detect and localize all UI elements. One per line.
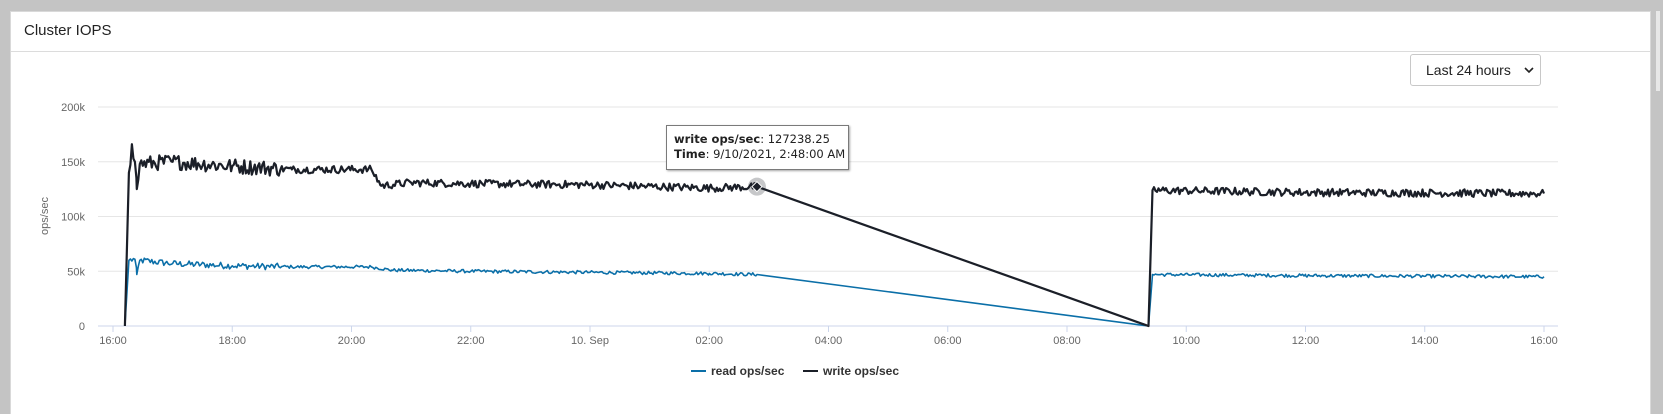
time-range-value: Last 24 hours [1426,62,1511,78]
x-tick-label: 18:00 [218,335,246,347]
tooltip-time-value: 9/10/2021, 2:48:00 AM [713,147,846,161]
legend-item-read[interactable]: read ops/sec [691,364,785,378]
scrollbar-thumb[interactable] [1656,11,1660,91]
x-axis-ticks: 16:00 18:00 20:00 22:00 10. Sep 02:00 04:00 06:… [99,326,1558,347]
tooltip-series-label: write ops/sec [674,132,761,146]
hover-point[interactable] [751,180,763,193]
x-tick-label: 10:00 [1172,335,1200,347]
hover-marker [747,177,766,196]
y-tick-label: 0 [79,321,85,333]
chart-legend: read ops/sec write ops/sec [691,364,899,378]
series-line-write [123,143,1546,328]
x-tick-label: 04:00 [815,335,843,347]
y-axis-ticks: 0 50k 100k 150k 200k [61,102,85,333]
x-tick-label: 06:00 [934,335,962,347]
chevron-down-icon [1524,67,1534,74]
legend-item-write[interactable]: write ops/sec [803,364,899,378]
series-lines [123,143,1546,328]
tooltip-time-label: Time [674,147,706,161]
time-range-select[interactable]: Last 24 hours [1410,54,1541,86]
page-scrollbar[interactable] [1653,0,1663,414]
x-tick-label: 14:00 [1411,335,1439,347]
y-tick-label: 200k [61,102,85,114]
x-tick-label: 22:00 [457,335,485,347]
panel-header: Cluster IOPS [11,12,1650,52]
x-tick-label: 02:00 [695,335,723,347]
panel-title: Cluster IOPS [24,22,112,39]
series-line-read [124,257,1545,327]
x-tick-label: 20:00 [338,335,366,347]
x-tick-label: 10. Sep [571,335,609,347]
y-axis-label: ops/sec [39,197,51,235]
legend-label: write ops/sec [822,364,899,378]
y-tick-label: 150k [61,157,85,169]
chart-tooltip: write ops/sec: 127238.25 Time: 9/10/2021… [666,125,849,170]
x-tick-label: 16:00 [1530,335,1558,347]
x-tick-label: 16:00 [99,335,127,347]
y-tick-label: 100k [61,212,85,224]
y-tick-label: 50k [67,266,85,278]
legend-label: read ops/sec [711,364,785,378]
tooltip-value: 127238.25 [767,132,830,146]
x-tick-label: 08:00 [1053,335,1081,347]
x-tick-label: 12:00 [1292,335,1320,347]
